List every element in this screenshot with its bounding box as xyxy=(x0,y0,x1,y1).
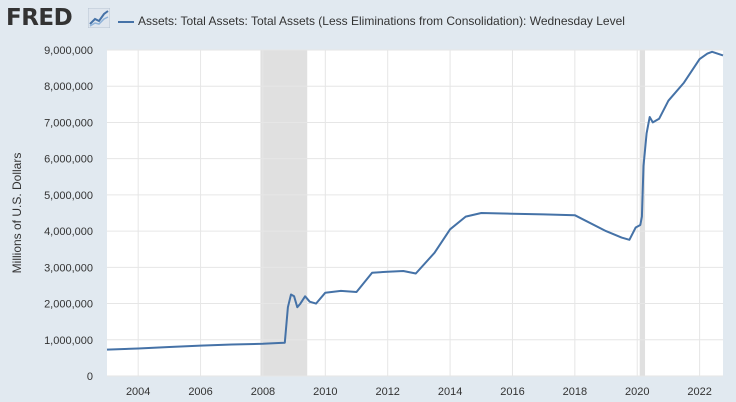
y-tick-label: 5,000,000 xyxy=(44,190,93,202)
x-tick-label: 2022 xyxy=(687,386,711,398)
x-axis-ticks: 2004 2006 2008 2010 2012 2014 2016 2018 2020 2022 xyxy=(126,386,712,398)
x-tick-label: 2018 xyxy=(563,386,587,398)
fred-logo[interactable]: FRED xyxy=(6,5,73,31)
y-tick-label: 3,000,000 xyxy=(44,262,93,274)
y-axis-ticks: 0 1,000,000 2,000,000 3,000,000 4,000,000 5,0… xyxy=(44,45,93,383)
y-tick-label: 9,000,000 xyxy=(44,45,93,57)
y-tick-label: 6,000,000 xyxy=(44,154,93,166)
y-axis-label: Millions of U.S. Dollars xyxy=(10,153,24,274)
x-tick-label: 2012 xyxy=(375,386,399,398)
series xyxy=(106,50,724,351)
x-tick-label: 2008 xyxy=(251,386,275,398)
series-line-0[interactable] xyxy=(106,50,724,351)
plot-area xyxy=(107,50,723,376)
x-tick-label: 2010 xyxy=(313,386,337,398)
x-tick-label: 2020 xyxy=(625,386,649,398)
y-tick-label: 4,000,000 xyxy=(44,226,93,238)
grid-lines xyxy=(107,49,723,377)
y-tick-label: 8,000,000 xyxy=(44,81,93,93)
y-tick-label: 0 xyxy=(87,371,93,383)
x-tick-label: 2016 xyxy=(500,386,524,398)
x-tick-label: 2004 xyxy=(126,386,150,398)
legend-series-name: Assets: Total Assets: Total Assets (Less… xyxy=(138,14,625,28)
y-tick-label: 2,000,000 xyxy=(44,299,93,311)
trend-line-icon xyxy=(88,8,110,28)
x-tick-label: 2014 xyxy=(438,386,462,398)
legend-swatch xyxy=(118,21,134,23)
recession-band-0 xyxy=(260,50,308,376)
x-tick-label: 2006 xyxy=(188,386,212,398)
y-tick-label: 1,000,000 xyxy=(44,335,93,347)
y-tick-label: 7,000,000 xyxy=(44,117,93,129)
chart-header: FRED Assets: Total Assets: Total Assets … xyxy=(0,0,736,46)
